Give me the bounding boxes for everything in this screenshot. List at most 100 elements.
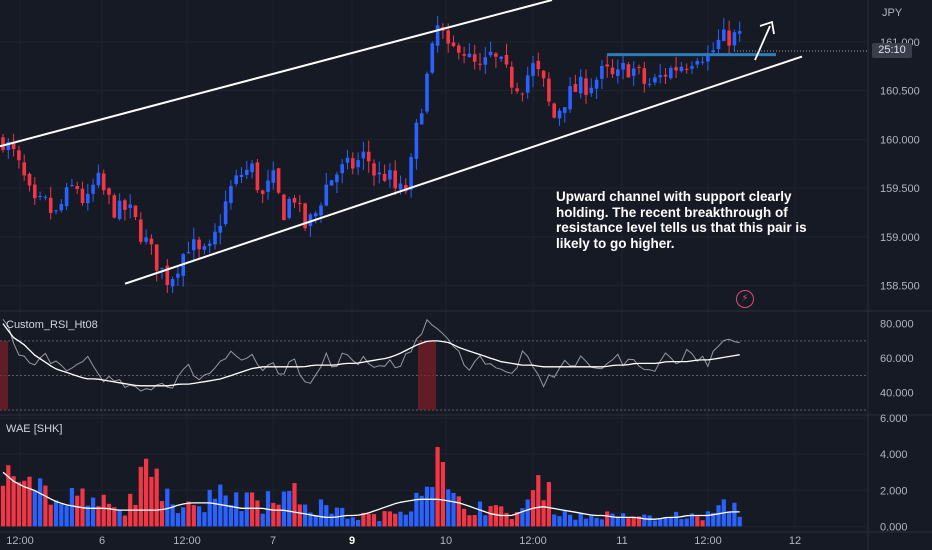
price-tick-label: 160.000 <box>880 134 920 146</box>
wae-bar <box>446 489 451 527</box>
wae-bar <box>414 492 419 527</box>
candle-body <box>292 198 297 203</box>
wae-bar <box>329 513 334 527</box>
candle-body <box>22 162 26 176</box>
candle-body <box>414 122 419 159</box>
rsi-tick-label: 60.000 <box>880 353 914 365</box>
candle-body <box>282 194 286 221</box>
wae-bar <box>525 499 530 527</box>
wae-bar <box>287 490 292 527</box>
wae-bar <box>239 511 244 527</box>
candle-body <box>86 193 90 204</box>
candle-body <box>123 200 127 210</box>
wae-bar <box>477 501 483 527</box>
wae-bar <box>493 505 498 527</box>
wae-bar <box>165 488 170 527</box>
wae-dead-zone-line <box>2 471 740 520</box>
wae-bar <box>515 512 520 527</box>
wae-bar <box>504 512 509 527</box>
wae-bar <box>159 501 165 527</box>
time-tick-label: 10 <box>440 535 452 547</box>
candle-body <box>531 63 535 76</box>
wae-bar <box>430 487 435 527</box>
candle-body <box>706 53 710 62</box>
wae-bar <box>594 517 599 527</box>
wae-bar <box>22 480 27 527</box>
time-tick-label: 9 <box>349 535 355 547</box>
candle-body <box>144 237 148 242</box>
currency-label: JPY <box>882 7 903 19</box>
wae-bar <box>557 516 562 527</box>
rsi-overbought-bands <box>0 340 868 411</box>
candle-body <box>552 103 556 118</box>
candle-body <box>6 141 11 150</box>
candle-body <box>637 66 641 68</box>
wae-bar <box>297 504 302 527</box>
candle-body <box>223 201 228 225</box>
candle-body <box>462 54 466 56</box>
wae-bar <box>340 507 345 527</box>
grid <box>0 0 868 530</box>
candle-body <box>27 173 32 186</box>
wae-bar <box>149 476 154 527</box>
candle-body <box>17 150 21 161</box>
candle-body <box>589 87 594 94</box>
wae-bar <box>32 490 37 527</box>
wae-bar <box>228 504 233 527</box>
candle-body <box>308 214 313 226</box>
wae-bar <box>0 485 6 527</box>
candle-body <box>245 169 249 175</box>
wae-bar <box>546 482 551 527</box>
wae-bar <box>234 492 239 527</box>
candle-body <box>38 196 42 198</box>
wae-bar <box>345 518 350 527</box>
rsi-raw-line <box>2 318 740 392</box>
candle-body <box>313 213 318 217</box>
candle-body <box>361 151 366 159</box>
wae-bar <box>371 514 377 527</box>
wae-bar <box>647 515 652 527</box>
candle-body <box>377 172 382 175</box>
candle-body <box>404 185 408 192</box>
candle-body <box>472 54 477 62</box>
candle-body <box>107 188 111 195</box>
wae-bar <box>324 505 329 527</box>
candle-body <box>515 88 519 92</box>
candle-body <box>457 45 461 53</box>
price-tick-label: 159.000 <box>880 232 920 244</box>
candle-body <box>276 168 281 193</box>
wae-pane-title: WAE [SHK] <box>6 423 62 435</box>
wae-bar <box>652 520 657 527</box>
candle-body <box>679 66 684 72</box>
candle-body <box>520 93 525 95</box>
candle-body <box>117 200 122 219</box>
candle-body <box>266 180 270 192</box>
wae-bar <box>467 515 472 527</box>
candle-body <box>425 73 429 112</box>
time-tick-label: 6 <box>99 535 105 547</box>
candle-body <box>695 61 700 65</box>
candle-body <box>393 170 397 189</box>
candle-body <box>303 203 307 229</box>
wae-bar <box>85 505 90 527</box>
wae-bar <box>11 476 16 527</box>
candle-body <box>663 74 668 77</box>
candle-body <box>541 70 546 79</box>
wae-bar <box>53 500 59 527</box>
wae-bar <box>562 510 567 527</box>
wae-bar <box>509 519 514 527</box>
wae-bar <box>583 518 589 527</box>
candle-body <box>154 244 159 271</box>
candle-body <box>573 84 578 92</box>
wae-bar <box>631 516 636 527</box>
wae-bar <box>350 517 355 527</box>
wae-bar <box>223 495 228 527</box>
lightning-icon[interactable]: ⚡ <box>736 290 754 308</box>
candle-body <box>324 184 329 206</box>
wae-bar <box>727 511 732 527</box>
time-tick-label: 12:00 <box>519 535 547 547</box>
candle-body <box>446 30 450 44</box>
wae-bar <box>705 511 710 527</box>
wae-bar <box>387 511 392 527</box>
axes: 161.000160.500160.000159.500159.000158.5… <box>6 37 920 547</box>
